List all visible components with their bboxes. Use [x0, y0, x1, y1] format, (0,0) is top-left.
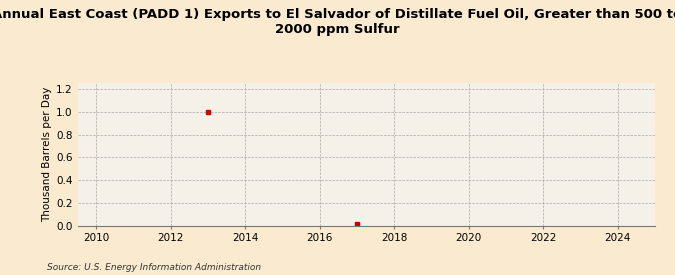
Text: Source: U.S. Energy Information Administration: Source: U.S. Energy Information Administ…: [47, 263, 261, 272]
Y-axis label: Thousand Barrels per Day: Thousand Barrels per Day: [42, 86, 52, 222]
Text: Annual East Coast (PADD 1) Exports to El Salvador of Distillate Fuel Oil, Greate: Annual East Coast (PADD 1) Exports to El…: [0, 8, 675, 36]
